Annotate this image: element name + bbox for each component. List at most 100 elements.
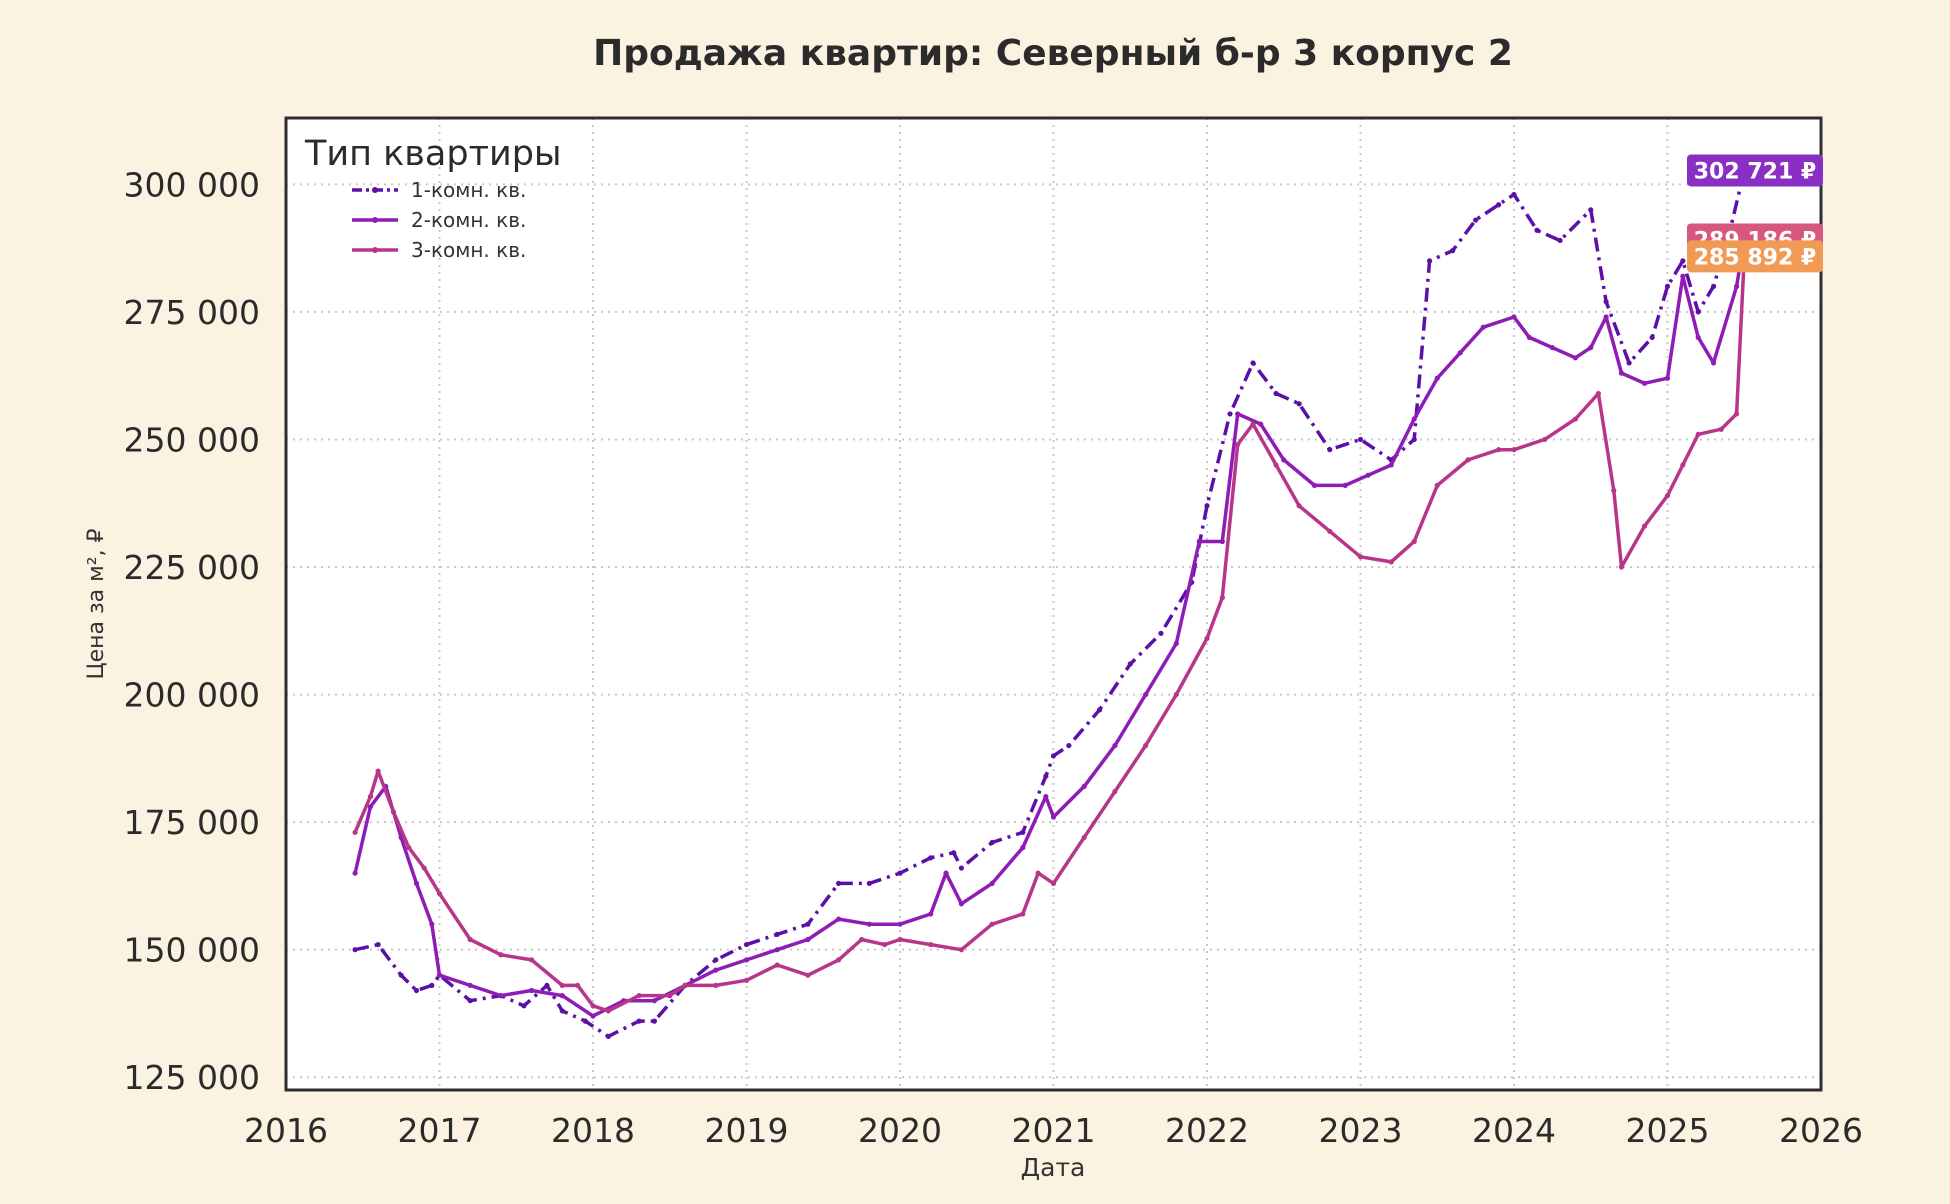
data-point: [882, 941, 888, 948]
x-tick-label: 2019: [705, 1111, 789, 1150]
data-point: [1020, 845, 1026, 851]
data-point: [1411, 416, 1417, 422]
data-point: [429, 921, 435, 927]
y-tick-label: 175 000: [124, 803, 260, 842]
y-tick-label: 150 000: [124, 931, 260, 970]
data-point: [897, 921, 903, 927]
data-point: [1588, 207, 1594, 213]
data-point: [413, 987, 420, 994]
data-point: [1733, 283, 1740, 289]
data-point: [1296, 503, 1302, 509]
x-tick-label: 2018: [551, 1111, 635, 1150]
legend-label: 2-комн. кв.: [411, 208, 526, 232]
data-point: [1641, 380, 1648, 386]
series-3: [352, 253, 1747, 1014]
data-point: [1235, 441, 1241, 448]
data-point: [1480, 324, 1486, 330]
data-point: [1434, 375, 1440, 381]
data-point: [651, 998, 658, 1004]
data-point: [467, 998, 473, 1004]
series-layer: [352, 167, 1747, 1040]
data-point: [1112, 742, 1118, 749]
data-point: [682, 982, 688, 989]
data-point: [1618, 370, 1625, 376]
data-point: [1557, 237, 1563, 244]
end-label-box: [1687, 154, 1823, 187]
data-point: [1473, 217, 1479, 223]
data-point: [467, 982, 473, 989]
series-1: [352, 167, 1747, 1040]
data-point: [582, 1018, 588, 1024]
data-point: [1526, 334, 1532, 341]
x-tick-label: 2026: [1779, 1111, 1863, 1150]
data-point: [1127, 661, 1133, 667]
data-point: [1143, 691, 1149, 698]
data-point: [743, 957, 750, 963]
data-point: [413, 880, 420, 886]
data-point: [1204, 635, 1210, 642]
data-point: [1603, 314, 1609, 320]
x-tick-label: 2022: [1165, 1111, 1249, 1150]
data-point: [1664, 492, 1671, 499]
end-label-text: 285 892 ₽: [1694, 245, 1816, 270]
data-point: [928, 911, 934, 917]
data-point: [1066, 742, 1072, 749]
data-point: [590, 1003, 596, 1009]
data-point: [897, 936, 903, 943]
data-point: [1112, 788, 1118, 795]
data-point: [367, 794, 374, 800]
data-point: [1296, 401, 1302, 407]
data-point: [1020, 911, 1026, 917]
data-point: [498, 993, 504, 999]
x-axis-label: Дата: [1021, 1153, 1086, 1182]
data-point: [1434, 482, 1440, 488]
data-point: [406, 845, 412, 851]
data-point: [375, 941, 381, 948]
data-point: [859, 936, 865, 943]
data-point: [1534, 227, 1540, 233]
series-2: [352, 236, 1747, 1019]
data-point: [1196, 538, 1202, 545]
data-point: [958, 947, 965, 953]
data-point: [713, 957, 719, 963]
data-point: [352, 870, 358, 876]
data-point: [1235, 411, 1241, 417]
data-point: [1050, 814, 1057, 820]
end-label-3: 285 892 ₽: [1687, 240, 1823, 273]
data-point: [467, 936, 473, 943]
data-point: [375, 768, 381, 774]
data-point: [605, 1008, 611, 1014]
data-point: [529, 987, 535, 994]
data-point: [1496, 202, 1502, 208]
data-point: [352, 947, 358, 953]
data-point: [1258, 421, 1264, 427]
data-point: [989, 921, 995, 927]
data-point: [1388, 462, 1394, 468]
series-line: [353, 239, 1747, 1018]
y-tick-label: 275 000: [124, 293, 260, 332]
data-point: [1273, 462, 1279, 468]
plot-frame: [284, 116, 1823, 1092]
data-point: [529, 957, 535, 963]
data-point: [713, 982, 719, 989]
data-point: [836, 880, 842, 886]
data-point: [1664, 375, 1671, 381]
data-point: [897, 870, 903, 876]
data-point: [1618, 564, 1625, 570]
data-point: [1695, 309, 1701, 315]
x-tick-label: 2024: [1472, 1111, 1556, 1150]
data-point: [1511, 314, 1517, 320]
data-point: [743, 977, 750, 983]
data-point: [1710, 360, 1717, 366]
y-tick-label: 250 000: [124, 420, 260, 459]
data-point: [989, 880, 995, 886]
data-point: [559, 982, 565, 989]
data-point: [1081, 834, 1087, 841]
data-point: [1450, 248, 1456, 254]
data-point: [943, 870, 949, 876]
data-point: [1219, 595, 1225, 601]
data-point: [1250, 360, 1256, 366]
data-point: [1457, 350, 1463, 356]
y-tick-label: 300 000: [124, 165, 260, 204]
